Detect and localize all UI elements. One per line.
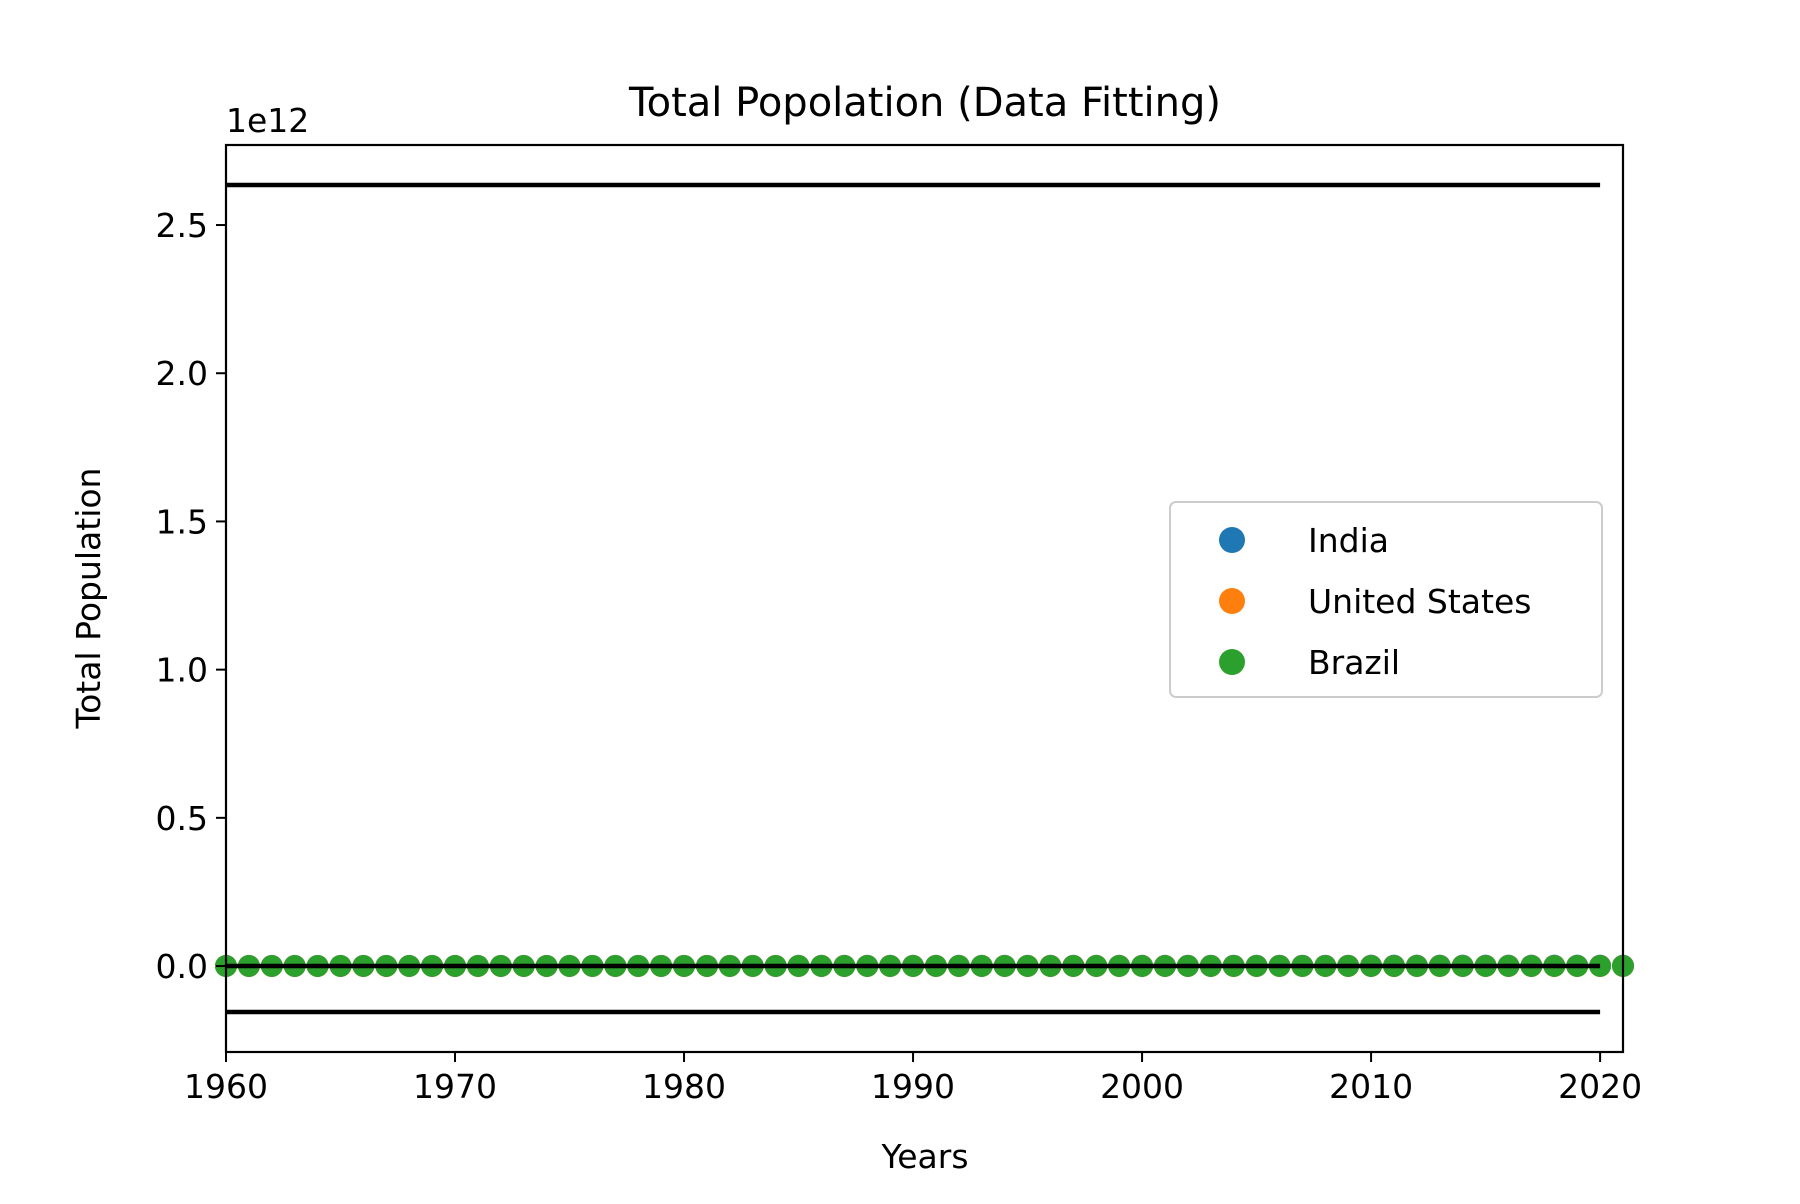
legend-marker (1219, 649, 1245, 675)
y-tick-label: 2.5 (156, 206, 208, 245)
x-tick-label: 1960 (184, 1067, 268, 1106)
x-tick-label: 2010 (1329, 1067, 1413, 1106)
legend-marker (1219, 588, 1245, 614)
legend-label: Brazil (1308, 643, 1400, 682)
legend: India United States Brazil (1169, 501, 1603, 698)
chart-title: Total Popolation (Data Fitting) (628, 80, 1221, 126)
x-axis-label: Years (880, 1137, 968, 1176)
x-tick-label: 2000 (1100, 1067, 1184, 1106)
y-axis-label: Total Population (69, 468, 108, 730)
y-tick-label: 0.0 (156, 947, 208, 986)
x-tick-label: 1970 (413, 1067, 497, 1106)
legend-frame (1169, 501, 1603, 698)
y-tick-label: 0.5 (156, 799, 208, 838)
legend-marker (1219, 527, 1245, 553)
y-tick-label: 2.0 (156, 354, 208, 393)
x-tick-label: 1980 (642, 1067, 726, 1106)
y-tick-label: 1.0 (156, 651, 208, 690)
legend-items: India United States Brazil (1219, 521, 1531, 682)
legend-label: India (1308, 521, 1389, 560)
plot-frame (224, 143, 1625, 1054)
data-point (1589, 954, 1612, 977)
fit-lines (226, 182, 1601, 1015)
series-brazil (215, 954, 1634, 978)
x-axis-ticks: 1960 1970 1980 1990 2000 2010 2020 (184, 1052, 1642, 1106)
x-tick-label: 2020 (1558, 1067, 1642, 1106)
x-tick-label: 1990 (871, 1067, 955, 1106)
legend-label: United States (1308, 582, 1531, 621)
y-axis-ticks: 0.0 0.5 1.0 1.5 2.0 2.5 (156, 206, 226, 986)
y-tick-label: 1.5 (156, 502, 208, 541)
y-axis-offset-label: 1e12 (226, 101, 309, 140)
